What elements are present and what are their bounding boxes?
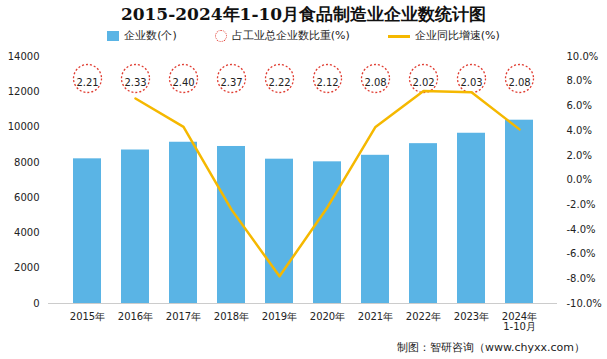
svg-text:8.0%: 8.0% <box>567 75 592 86</box>
svg-text:2019年: 2019年 <box>262 311 297 322</box>
svg-text:2.40: 2.40 <box>172 77 194 88</box>
svg-text:-8.0%: -8.0% <box>567 273 596 284</box>
svg-text:6000: 6000 <box>14 192 39 203</box>
svg-text:2.08: 2.08 <box>364 77 386 88</box>
svg-text:2.08: 2.08 <box>508 77 530 88</box>
svg-text:10.0%: 10.0% <box>567 51 599 62</box>
svg-text:12000: 12000 <box>8 86 40 97</box>
svg-text:2023年: 2023年 <box>454 311 489 322</box>
svg-text:2021年: 2021年 <box>358 311 393 322</box>
svg-text:2016年: 2016年 <box>118 311 153 322</box>
svg-text:6.0%: 6.0% <box>567 100 592 111</box>
svg-text:4000: 4000 <box>14 227 39 238</box>
svg-text:2020年: 2020年 <box>310 311 345 322</box>
svg-text:2000: 2000 <box>14 262 39 273</box>
svg-text:2018年: 2018年 <box>214 311 249 322</box>
html-text:2015-2024年1-10月食品制造业企业数统计图: 2015-2024年1-10月食品制造业企业数统计图 <box>120 4 487 24</box>
svg-text:2024年1-10月: 2024年1-10月 <box>502 311 537 332</box>
svg-text:10000: 10000 <box>8 121 40 132</box>
svg-text:-2.0%: -2.0% <box>567 199 596 210</box>
svg-text:-6.0%: -6.0% <box>567 248 596 259</box>
svg-text:-10.0%: -10.0% <box>567 298 602 309</box>
svg-text:2.33: 2.33 <box>124 77 146 88</box>
svg-text:2.12: 2.12 <box>316 77 338 88</box>
svg-text:0: 0 <box>33 298 39 309</box>
html-text:占工业总企业数比重(%): 占工业总企业数比重(%) <box>231 29 350 42</box>
svg-text:2.21: 2.21 <box>76 77 98 88</box>
html-text:企业数(个): 企业数(个) <box>124 29 177 42</box>
svg-text:2015年: 2015年 <box>70 311 105 322</box>
svg-text:2.22: 2.22 <box>268 77 290 88</box>
svg-text:2.02: 2.02 <box>412 77 434 88</box>
svg-text:0.0%: 0.0% <box>567 174 592 185</box>
svg-text:-4.0%: -4.0% <box>567 224 596 235</box>
svg-text:2022年: 2022年 <box>406 311 441 322</box>
svg-text:8000: 8000 <box>14 157 39 168</box>
svg-text:2.37: 2.37 <box>220 77 242 88</box>
svg-text:2.03: 2.03 <box>460 77 482 88</box>
svg-text:4.0%: 4.0% <box>567 125 592 136</box>
svg-text:2.0%: 2.0% <box>567 150 592 161</box>
svg-text:14000: 14000 <box>8 51 40 62</box>
html-text:企业同比增速(%): 企业同比增速(%) <box>414 29 500 42</box>
svg-text:2017年: 2017年 <box>166 311 201 322</box>
html-text:制图：智研咨询（www.chyxx.com）: 制图：智研咨询（www.chyxx.com） <box>397 341 585 354</box>
